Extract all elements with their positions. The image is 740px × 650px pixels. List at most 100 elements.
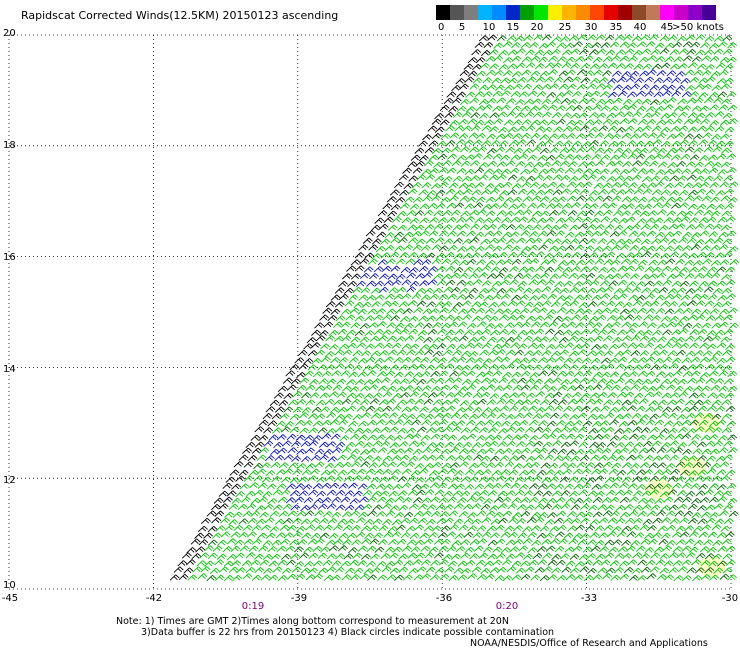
wind-barb (553, 469, 564, 477)
wind-barb (638, 147, 649, 155)
wind-barb (554, 356, 565, 363)
wind-barb (254, 553, 264, 560)
wind-barb (578, 97, 589, 105)
wind-barb (303, 497, 314, 504)
wind-barb (325, 539, 336, 546)
wind-barb (699, 168, 710, 175)
wind-barb (420, 357, 430, 364)
wind-barb (616, 531, 627, 538)
wind-barb (458, 259, 469, 267)
wind-barb (632, 314, 643, 322)
wind-barb (717, 294, 728, 302)
wind-barb (489, 203, 500, 210)
wind-barb (520, 573, 531, 581)
wind-barb (357, 371, 368, 378)
wind-barb (462, 125, 473, 132)
wind-barb (462, 441, 473, 449)
wind-barb (546, 433, 557, 440)
wind-barb (258, 496, 269, 504)
wind-barb (392, 546, 403, 553)
wind-barb (673, 308, 684, 315)
wind-barb (564, 42, 575, 50)
wind-barb (643, 314, 654, 321)
wind-barb (499, 190, 509, 197)
wind-barb (253, 462, 264, 470)
wind-barb (384, 546, 395, 553)
wind-barb (214, 559, 225, 566)
wind-barb (564, 546, 575, 553)
wind-barb (590, 545, 601, 552)
wind-barb (258, 545, 269, 552)
wind-barb (627, 182, 638, 189)
wind-barb (408, 315, 419, 323)
wind-barb (467, 573, 478, 580)
wind-barb (335, 441, 346, 449)
wind-barb (576, 210, 587, 217)
wind-barb (667, 147, 678, 154)
wind-barb (422, 322, 433, 330)
wind-barb (365, 468, 376, 475)
wind-barb (523, 350, 534, 357)
wind-barb (434, 237, 445, 244)
wind-barb (342, 539, 353, 546)
wind-barb (505, 539, 516, 546)
lon-label-minus-30: -30 (721, 593, 739, 604)
wind-barb (658, 475, 669, 482)
wind-barb (665, 321, 676, 328)
wind-barb (653, 77, 664, 84)
wind-barb (386, 398, 397, 405)
wind-barb (609, 307, 620, 315)
wind-barb (515, 237, 526, 244)
wind-barb (600, 154, 611, 161)
wind-barb (572, 420, 583, 427)
wind-barb (405, 461, 416, 468)
wind-barb (358, 420, 369, 427)
wind-barb (536, 91, 547, 98)
wind-barb (595, 553, 606, 560)
wind-barb (380, 238, 391, 245)
wind-barb (399, 189, 410, 197)
wind-barb (583, 574, 594, 582)
wind-barb (705, 64, 715, 71)
wind-barb (245, 490, 256, 498)
wind-barb (409, 217, 420, 224)
wind-barb (433, 223, 444, 230)
wind-barb (507, 174, 518, 181)
wind-barb (372, 504, 383, 511)
wind-barb (650, 377, 661, 385)
wind-barb (276, 469, 286, 476)
wind-barb (551, 238, 562, 245)
wind-barb (634, 140, 645, 147)
wind-barb (609, 154, 620, 161)
wind-barb (265, 406, 276, 413)
wind-barb (350, 336, 361, 343)
wind-barb (533, 378, 544, 385)
wind-barb (457, 560, 468, 567)
wind-barb (622, 301, 633, 309)
wind-barb (428, 532, 439, 539)
wind-barb (278, 462, 289, 469)
wind-barb (663, 118, 674, 126)
wind-barb (578, 161, 589, 168)
wind-barb (468, 132, 479, 139)
wind-barb (527, 405, 538, 412)
wind-barb (573, 371, 584, 378)
wind-barb (617, 279, 628, 286)
wind-barb (449, 524, 460, 531)
wind-barb (330, 308, 341, 315)
wind-barb (367, 447, 378, 454)
wind-barb (563, 76, 574, 83)
wind-barb (336, 391, 347, 398)
wind-barb (663, 245, 674, 252)
wind-barb (526, 139, 537, 146)
wind-barb (499, 392, 510, 400)
wind-barb (534, 328, 545, 335)
wind-barb (659, 553, 670, 560)
wind-barb (492, 559, 503, 566)
wind-barb (294, 561, 305, 568)
wind-barb (552, 391, 563, 398)
wind-barb (421, 259, 432, 266)
wind-barb (420, 434, 431, 442)
wind-barb (594, 132, 605, 139)
wind-barb (215, 525, 226, 532)
